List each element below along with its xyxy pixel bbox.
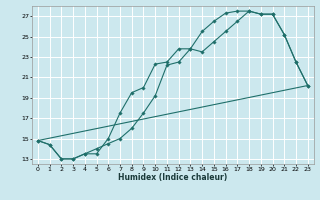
X-axis label: Humidex (Indice chaleur): Humidex (Indice chaleur) [118, 173, 228, 182]
